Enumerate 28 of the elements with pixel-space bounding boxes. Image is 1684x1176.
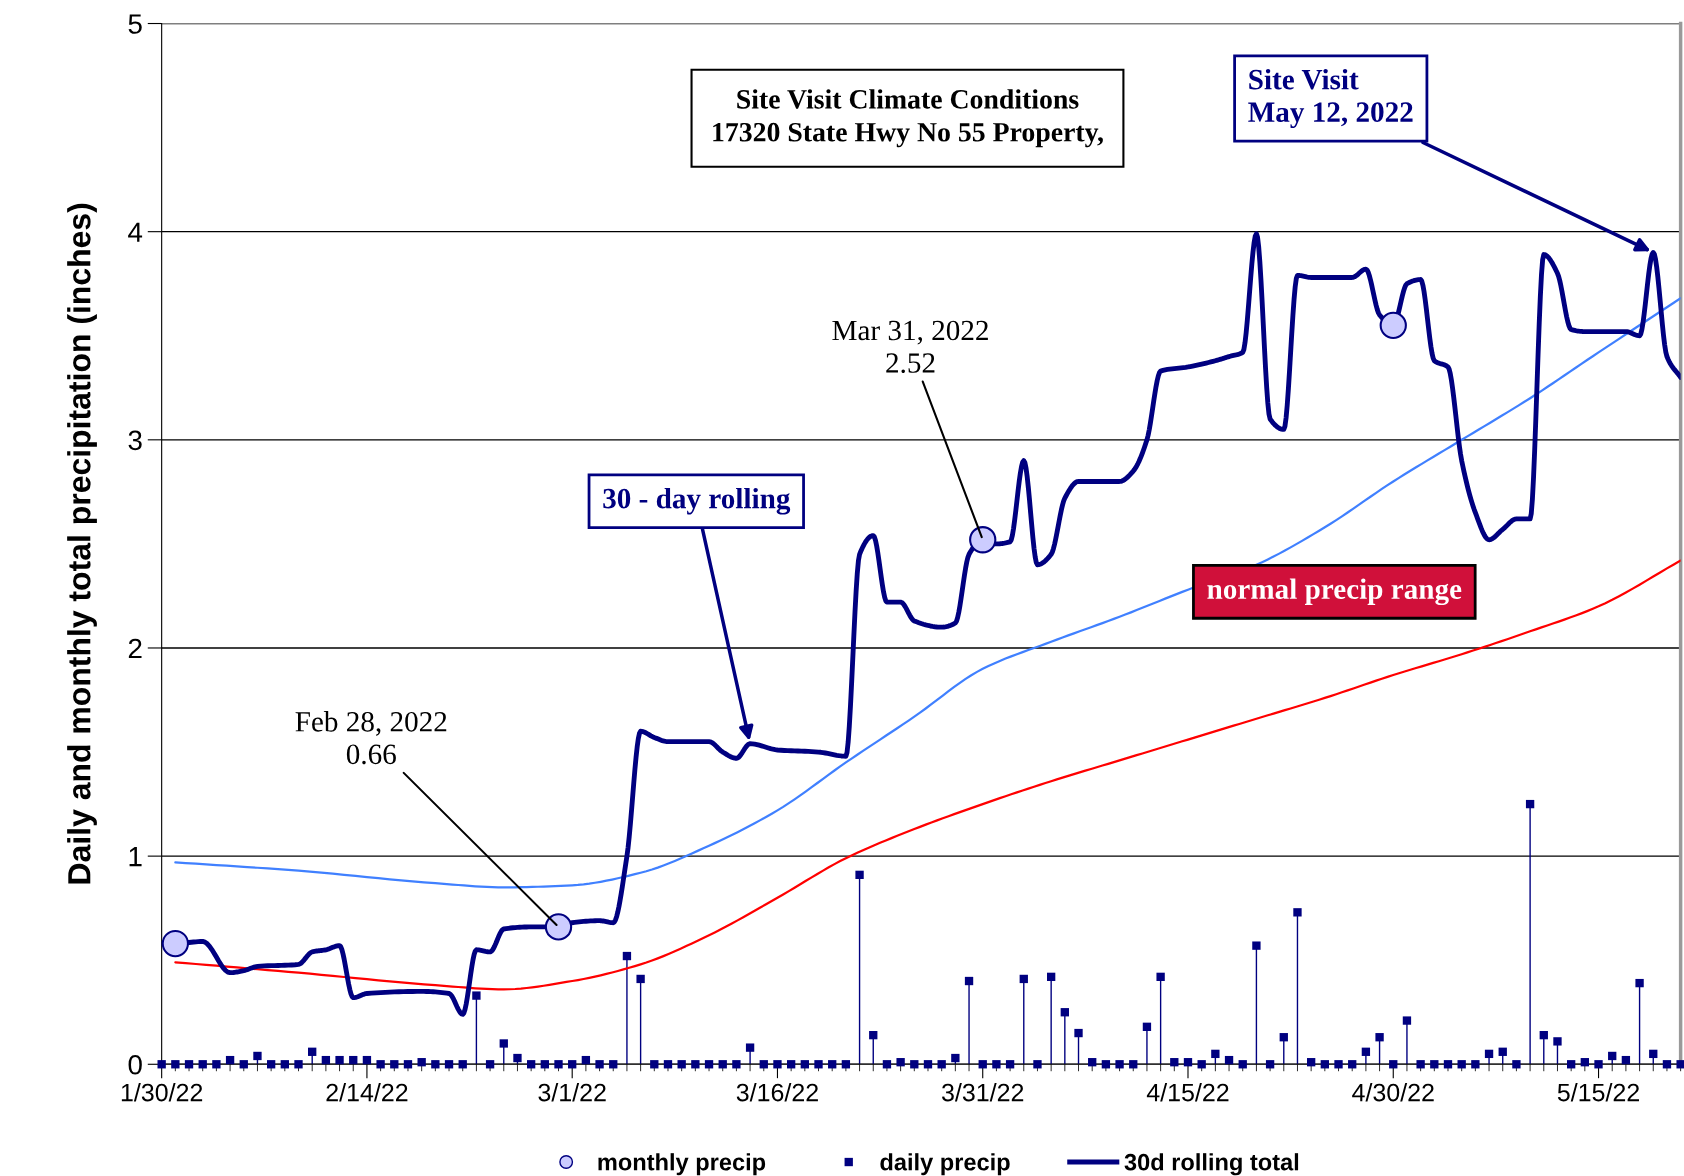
- point: [544, 913, 573, 941]
- annotation: Mar 31, 2022 2.52: [832, 320, 988, 373]
- x-tick-label: 3/16/22: [736, 1083, 818, 1102]
- y-tick-label: 3: [128, 430, 142, 451]
- annotation: normal precip range: [1207, 578, 1462, 606]
- annotation: 30 - day rolling: [603, 487, 791, 515]
- y-tick-label: 0: [128, 1054, 142, 1075]
- point: [161, 929, 189, 958]
- y-tick-label: 5: [128, 14, 142, 34]
- text: Site Visit Climate Conditions 17320 State Hwy No 55 Property,: [713, 89, 1103, 148]
- annotation: Site Visit May 12, 2022: [1248, 68, 1413, 128]
- y-tick-label: 1: [129, 847, 142, 867]
- y-axis-title: Daily and monthly total precipitation (inches): [67, 203, 97, 884]
- point: [1379, 311, 1407, 339]
- y-tick-label: 2: [128, 638, 142, 659]
- x-tick-label: 5/15/22: [1557, 1083, 1639, 1102]
- x-tick-label: 4/30/22: [1352, 1083, 1434, 1102]
- point: [969, 526, 997, 554]
- x-tick-label: 4/15/22: [1146, 1083, 1229, 1102]
- x-tick-label: 3/31/22: [941, 1083, 1024, 1102]
- x-tick-label: 2/14/22: [326, 1083, 408, 1102]
- y-tick-label: 4: [128, 222, 143, 242]
- legend-label: daily precip: [880, 1153, 1010, 1176]
- legend-label: 30d rolling total: [1124, 1153, 1299, 1176]
- legend-label: monthly precip: [598, 1153, 766, 1176]
- annotation: Feb 28, 2022 0.66: [295, 711, 447, 765]
- x-tick-label: 3/1/22: [538, 1083, 606, 1102]
- x-tick-label: 1/30/22: [121, 1083, 203, 1102]
